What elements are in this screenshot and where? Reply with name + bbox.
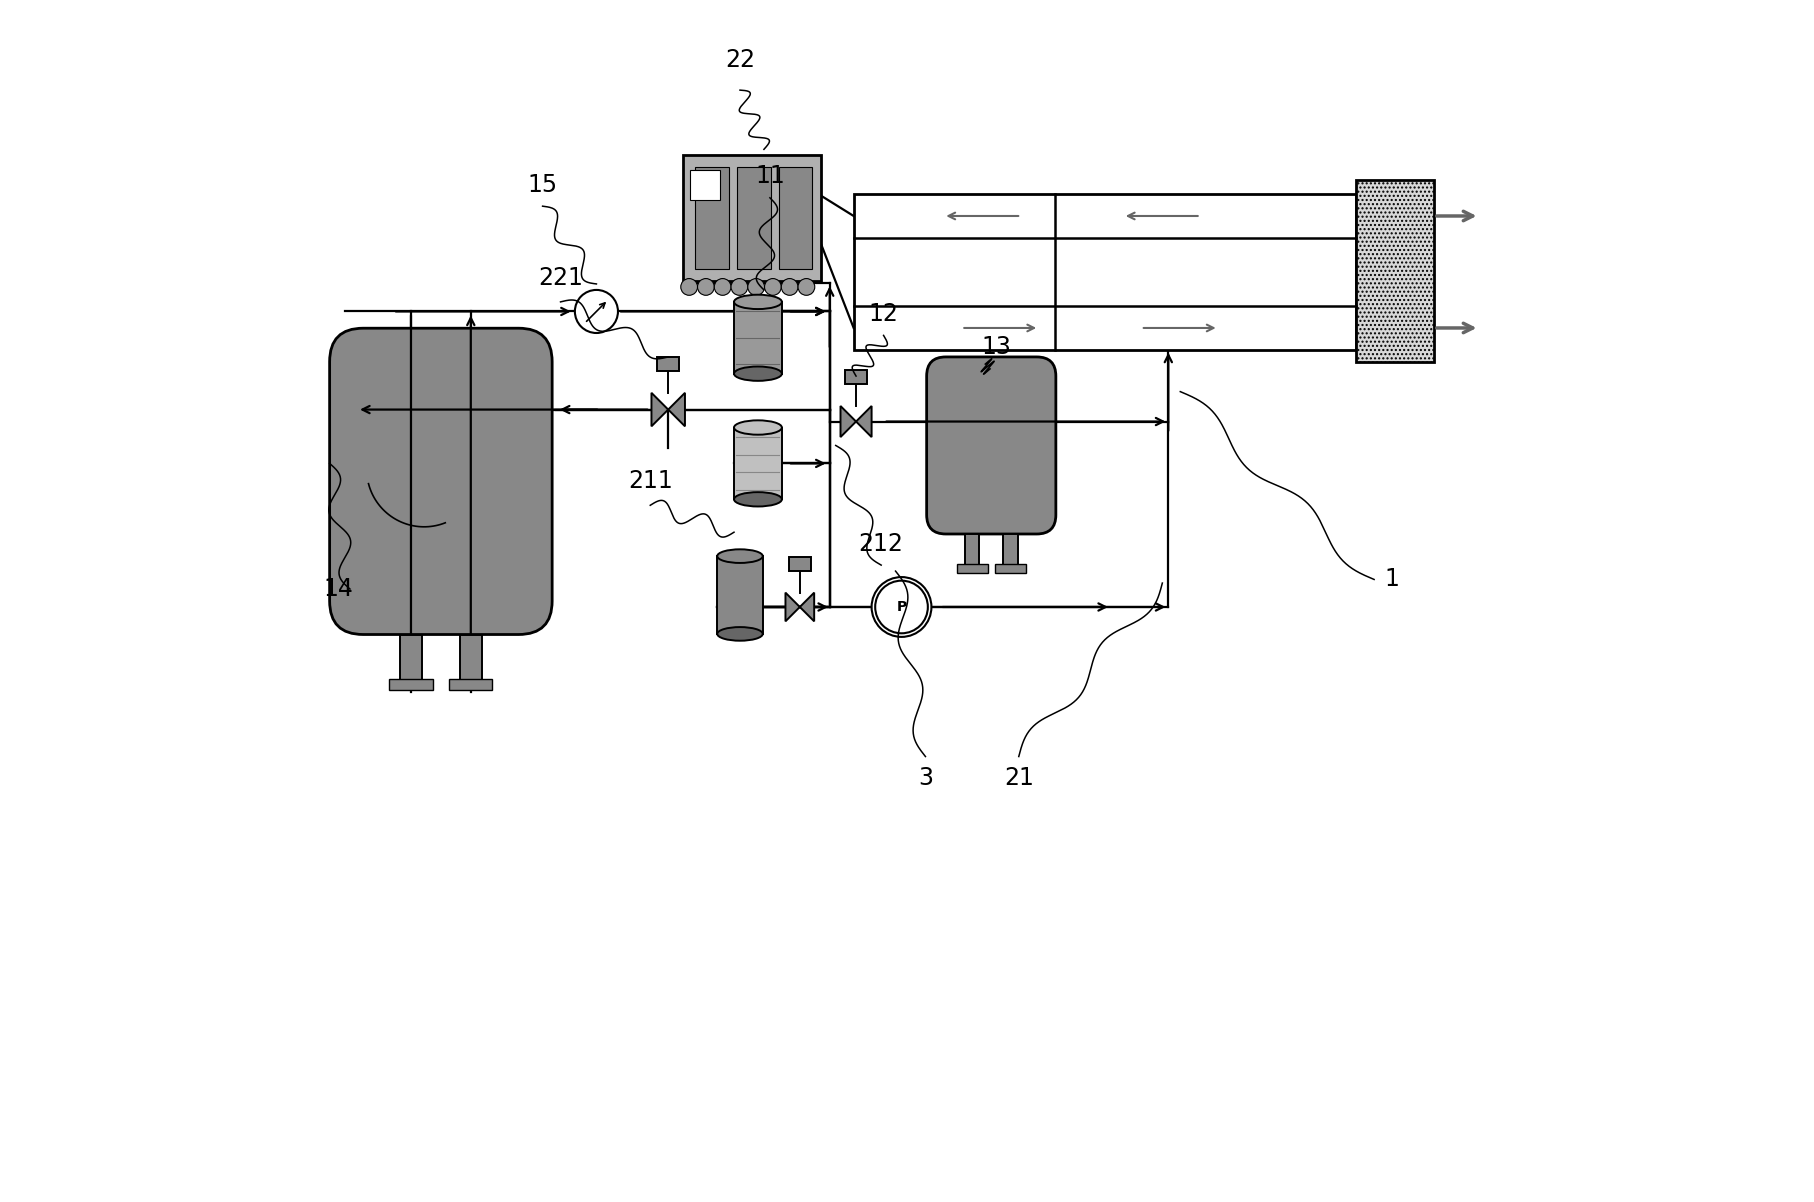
FancyBboxPatch shape [927,357,1056,534]
Text: 13: 13 [981,335,1010,359]
Polygon shape [800,593,814,621]
Text: 11: 11 [755,165,784,189]
Polygon shape [856,406,871,438]
Bar [1003,534,1018,565]
Bar [965,534,980,565]
Bar [450,679,492,690]
Bar [657,357,678,371]
Bar [682,155,820,281]
Text: 14: 14 [323,577,352,601]
Ellipse shape [733,294,782,309]
FancyBboxPatch shape [330,328,551,635]
Circle shape [731,279,747,296]
Text: 221: 221 [537,266,582,290]
Polygon shape [651,393,668,427]
Text: 22: 22 [724,48,755,72]
Ellipse shape [717,549,762,563]
Circle shape [764,279,780,296]
Text: 212: 212 [858,531,903,555]
Circle shape [747,279,764,296]
Circle shape [798,279,814,296]
Bar [717,557,762,633]
Polygon shape [668,393,684,427]
Text: 3: 3 [918,766,932,790]
Bar [956,564,987,573]
Text: P: P [896,600,907,614]
Text: 211: 211 [628,469,673,493]
Circle shape [575,290,617,333]
Polygon shape [785,593,800,621]
Bar [459,635,481,680]
Ellipse shape [733,492,782,506]
Bar [390,679,432,690]
Circle shape [871,577,931,637]
Bar [401,635,421,680]
Bar [789,557,811,571]
Bar [736,167,771,269]
Bar [733,428,782,499]
Circle shape [715,279,731,296]
Circle shape [780,279,798,296]
Bar [1355,180,1433,362]
Circle shape [697,279,715,296]
Text: 15: 15 [528,173,557,197]
Bar [845,370,867,385]
Ellipse shape [733,421,782,435]
Bar [695,167,727,269]
Polygon shape [840,406,856,438]
Bar [994,564,1025,573]
Bar [689,171,720,201]
Ellipse shape [733,367,782,381]
Circle shape [680,279,697,296]
Text: 21: 21 [1003,766,1034,790]
Ellipse shape [717,627,762,641]
Bar [778,167,813,269]
Circle shape [874,581,927,633]
Bar [733,302,782,374]
Bar [853,195,1355,350]
Text: 12: 12 [869,302,898,326]
Text: 1: 1 [1384,567,1399,591]
